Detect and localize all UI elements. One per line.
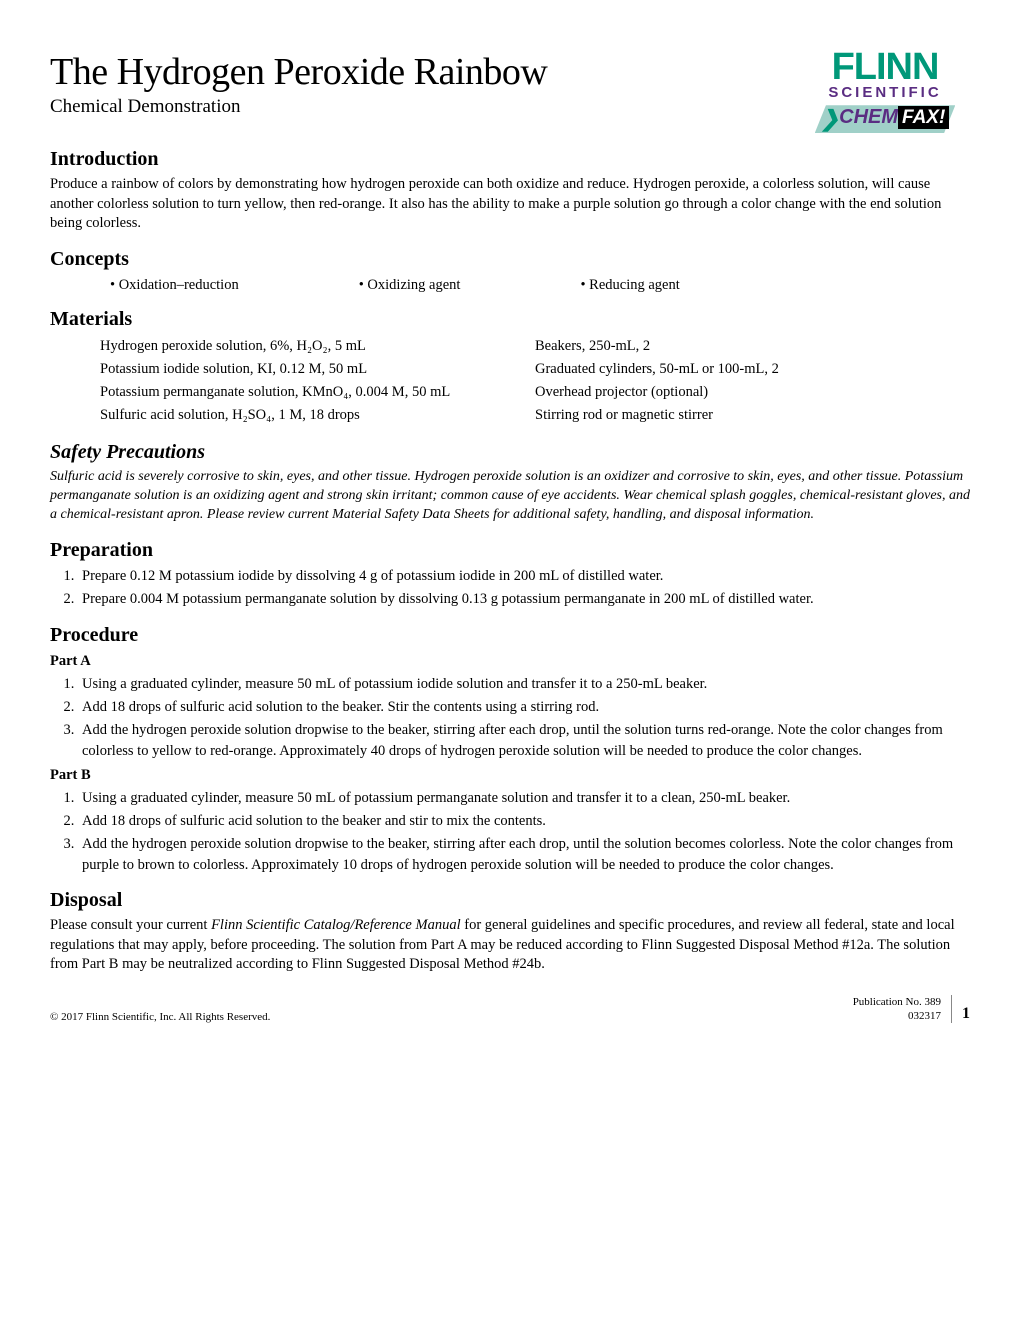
fax-text: FAX! — [898, 106, 949, 129]
logo-brand: FLINN — [800, 50, 970, 84]
intro-text: Produce a rainbow of colors by demonstra… — [50, 175, 970, 234]
chevron-icon: ❯ — [821, 106, 839, 131]
procedure-step: Using a graduated cylinder, measure 50 m… — [78, 674, 970, 694]
material-item: Overhead projector (optional) — [535, 381, 970, 404]
chem-text: CHEM — [839, 106, 898, 128]
subtitle: Chemical Demonstration — [50, 96, 800, 118]
material-item: Sulfuric acid solution, H₂SO₄, 1 M, 18 d… — [100, 404, 535, 427]
material-item: Potassium iodide solution, KI, 0.12 M, 5… — [100, 358, 535, 381]
concepts-list: • Oxidation–reduction • Oxidizing agent … — [50, 277, 970, 294]
material-item: Beakers, 250-mL, 2 — [535, 335, 970, 358]
copyright: © 2017 Flinn Scientific, Inc. All Rights… — [50, 1011, 270, 1023]
concept-item: • Oxidation–reduction — [110, 277, 239, 294]
material-item: Hydrogen peroxide solution, 6%, H₂O₂, 5 … — [100, 335, 535, 358]
concepts-heading: Concepts — [50, 248, 970, 271]
part-b-label: Part B — [50, 767, 970, 784]
procedure-step: Add the hydrogen peroxide solution dropw… — [78, 720, 970, 761]
materials-col-right: Beakers, 250-mL, 2 Graduated cylinders, … — [535, 335, 970, 428]
disposal-heading: Disposal — [50, 889, 970, 912]
logo-sub: SCIENTIFIC — [800, 84, 970, 101]
intro-heading: Introduction — [50, 148, 970, 171]
part-b-list: Using a graduated cylinder, measure 50 m… — [50, 788, 970, 875]
procedure-step: Add the hydrogen peroxide solution dropw… — [78, 834, 970, 875]
procedure-heading: Procedure — [50, 624, 970, 647]
page-number: 1 — [952, 1005, 970, 1023]
title-block: The Hydrogen Peroxide Rainbow Chemical D… — [50, 50, 800, 134]
materials-col-left: Hydrogen peroxide solution, 6%, H₂O₂, 5 … — [100, 335, 535, 428]
prep-step: Prepare 0.004 M potassium permanganate s… — [78, 589, 970, 609]
procedure-step: Add 18 drops of sulfuric acid solution t… — [78, 811, 970, 831]
material-item: Stirring rod or magnetic stirrer — [535, 404, 970, 427]
material-item: Potassium permanganate solution, KMnO₄, … — [100, 381, 535, 404]
concept-item: • Reducing agent — [580, 277, 679, 294]
page-footer: © 2017 Flinn Scientific, Inc. All Rights… — [50, 995, 970, 1024]
procedure-step: Using a graduated cylinder, measure 50 m… — [78, 788, 970, 808]
procedure-step: Add 18 drops of sulfuric acid solution t… — [78, 697, 970, 717]
part-a-list: Using a graduated cylinder, measure 50 m… — [50, 674, 970, 761]
chemfax-badge: ❯CHEMFAX! — [815, 105, 956, 133]
safety-heading: Safety Precautions — [50, 441, 970, 464]
material-item: Graduated cylinders, 50-mL or 100-mL, 2 — [535, 358, 970, 381]
flinn-logo: FLINN SCIENTIFIC ❯CHEMFAX! — [800, 50, 970, 133]
materials-table: Hydrogen peroxide solution, 6%, H₂O₂, 5 … — [50, 335, 970, 428]
page-title: The Hydrogen Peroxide Rainbow — [50, 50, 800, 94]
page-header: The Hydrogen Peroxide Rainbow Chemical D… — [50, 50, 970, 134]
publication-info: Publication No. 389 032317 — [853, 995, 952, 1024]
part-a-label: Part A — [50, 653, 970, 670]
safety-text: Sulfuric acid is severely corrosive to s… — [50, 468, 970, 525]
preparation-heading: Preparation — [50, 539, 970, 562]
disposal-text: Please consult your current Flinn Scient… — [50, 916, 970, 975]
concept-item: • Oxidizing agent — [359, 277, 461, 294]
materials-heading: Materials — [50, 308, 970, 331]
prep-step: Prepare 0.12 M potassium iodide by disso… — [78, 566, 970, 586]
preparation-list: Prepare 0.12 M potassium iodide by disso… — [50, 566, 970, 610]
